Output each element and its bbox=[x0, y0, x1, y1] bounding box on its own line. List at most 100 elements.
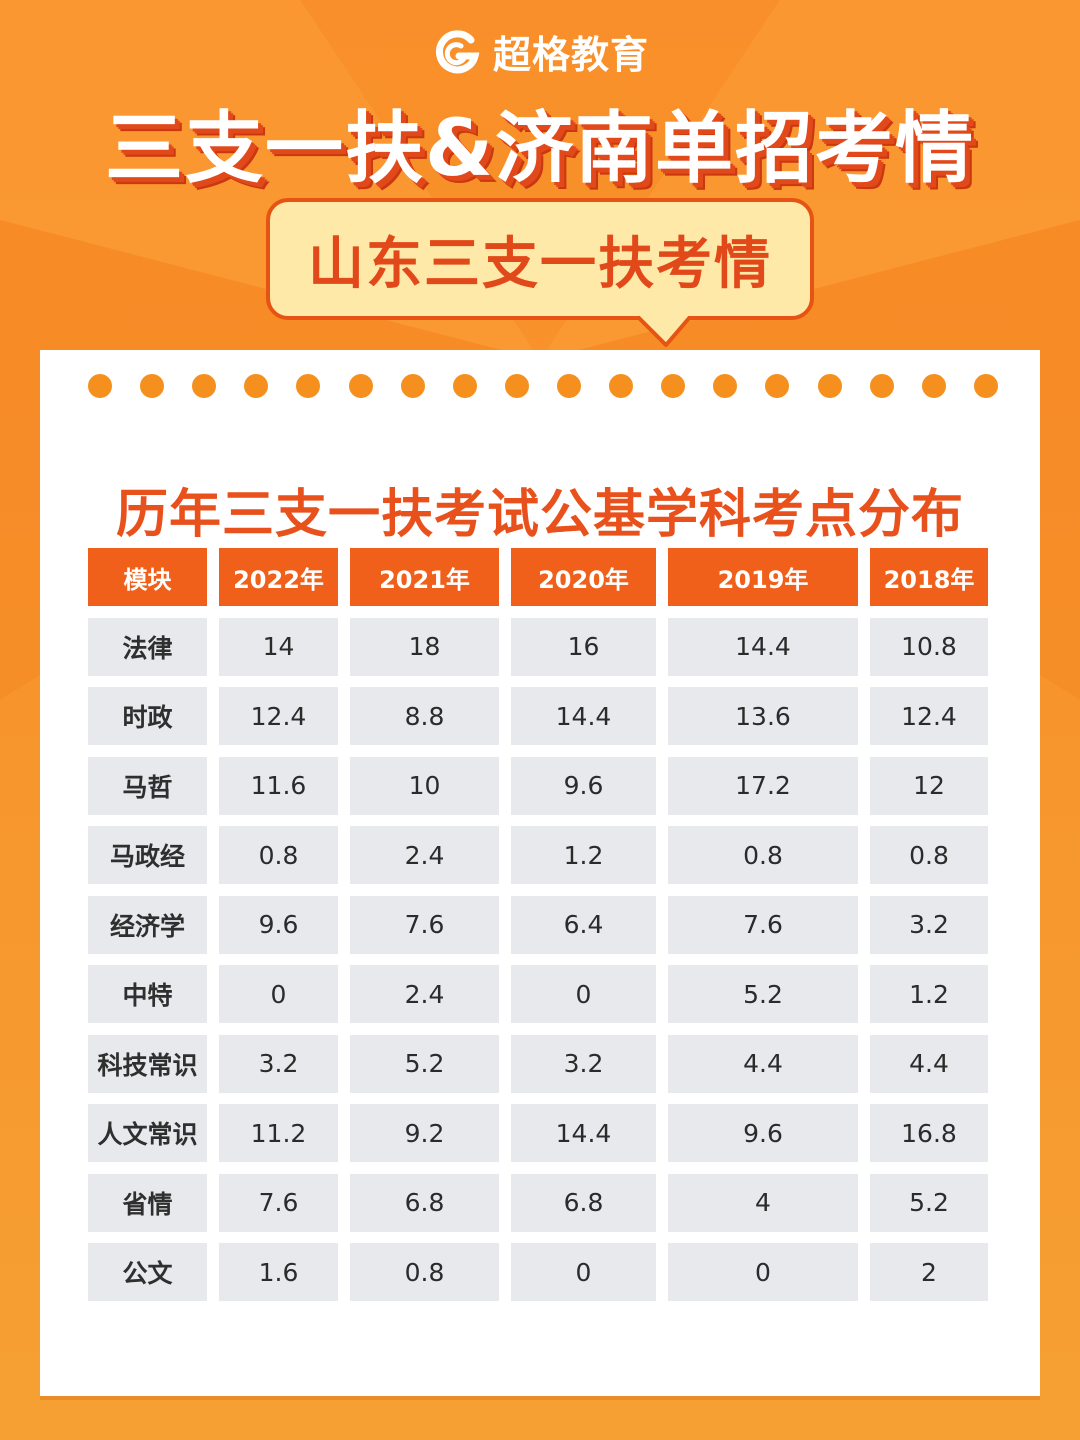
value-cell: 9.6 bbox=[219, 895, 338, 954]
value-cell: 10 bbox=[350, 756, 499, 815]
subtitle-bubble: 山东三支一扶考情 bbox=[266, 198, 814, 320]
table-row: 经济学 9.6 7.6 6.4 7.6 3.2 bbox=[88, 895, 992, 954]
value-cell: 1.2 bbox=[870, 965, 988, 1023]
subtitle-text: 山东三支一扶考情 bbox=[308, 231, 772, 297]
value-cell: 17.2 bbox=[668, 756, 858, 815]
value-cell: 8.8 bbox=[350, 687, 499, 745]
binder-dot bbox=[973, 374, 998, 398]
module-cell: 马政经 bbox=[88, 826, 207, 884]
table-row: 科技常识 3.2 5.2 3.2 4.4 4.4 bbox=[88, 1034, 992, 1093]
value-cell: 6.8 bbox=[350, 1173, 499, 1232]
value-cell: 7.6 bbox=[668, 895, 858, 954]
binder-dot bbox=[869, 374, 894, 398]
value-cell: 0.8 bbox=[668, 826, 858, 884]
binder-dot bbox=[765, 374, 790, 398]
table-row: 时政 12.4 8.8 14.4 13.6 12.4 bbox=[88, 687, 992, 745]
binder-dot bbox=[556, 374, 581, 398]
value-cell: 0 bbox=[668, 1243, 858, 1301]
value-cell: 6.4 bbox=[511, 895, 656, 954]
value-cell: 5.2 bbox=[350, 1034, 499, 1093]
binder-dot bbox=[661, 374, 686, 398]
value-cell: 9.6 bbox=[511, 756, 656, 815]
value-cell: 4 bbox=[668, 1173, 858, 1232]
value-cell: 7.6 bbox=[219, 1173, 338, 1232]
value-cell: 12.4 bbox=[870, 687, 988, 745]
binder-dot bbox=[88, 374, 112, 398]
binder-dot bbox=[296, 374, 321, 398]
module-cell: 科技常识 bbox=[88, 1034, 207, 1093]
module-cell: 公文 bbox=[88, 1243, 207, 1301]
value-cell: 16.8 bbox=[870, 1104, 988, 1162]
section-title: 历年三支一扶考试公基学科考点分布 bbox=[115, 485, 964, 545]
binder-dot bbox=[817, 374, 842, 398]
value-cell: 6.8 bbox=[511, 1173, 656, 1232]
binder-dot bbox=[452, 374, 477, 398]
value-cell: 0 bbox=[511, 965, 656, 1023]
value-cell: 9.6 bbox=[668, 1104, 858, 1162]
table-row: 公文 1.6 0.8 0 0 2 bbox=[88, 1243, 992, 1301]
value-cell: 18 bbox=[350, 617, 499, 676]
module-cell: 法律 bbox=[88, 617, 207, 676]
value-cell: 11.6 bbox=[219, 756, 338, 815]
column-header: 2019年 bbox=[668, 548, 858, 606]
table-row: 马哲 11.6 10 9.6 17.2 12 bbox=[88, 756, 992, 815]
value-cell: 5.2 bbox=[870, 1173, 988, 1232]
module-cell: 中特 bbox=[88, 965, 207, 1023]
value-cell: 5.2 bbox=[668, 965, 858, 1023]
column-header: 2022年 bbox=[219, 548, 338, 606]
binder-dot bbox=[348, 374, 373, 398]
binder-dot bbox=[140, 374, 165, 398]
binder-dot bbox=[244, 374, 269, 398]
table-header-row: 模块 2022年 2021年 2020年 2019年 2018年 bbox=[88, 548, 992, 606]
brand: 超格教育 bbox=[0, 24, 1080, 79]
module-cell: 人文常识 bbox=[88, 1104, 207, 1162]
value-cell: 4.4 bbox=[870, 1034, 988, 1093]
value-cell: 3.2 bbox=[870, 895, 988, 954]
module-cell: 时政 bbox=[88, 687, 207, 745]
table-row: 人文常识 11.2 9.2 14.4 9.6 16.8 bbox=[88, 1104, 992, 1162]
value-cell: 10.8 bbox=[870, 617, 988, 676]
value-cell: 12.4 bbox=[219, 687, 338, 745]
table-row: 马政经 0.8 2.4 1.2 0.8 0.8 bbox=[88, 826, 992, 884]
value-cell: 2.4 bbox=[350, 826, 499, 884]
binder-dots bbox=[88, 374, 998, 400]
score-distribution-table: 模块 2022年 2021年 2020年 2019年 2018年 法律 14 1… bbox=[88, 548, 992, 1313]
column-header: 2020年 bbox=[511, 548, 656, 606]
binder-dot bbox=[400, 374, 425, 398]
value-cell: 16 bbox=[511, 617, 656, 676]
value-cell: 12 bbox=[870, 756, 988, 815]
value-cell: 3.2 bbox=[219, 1034, 338, 1093]
value-cell: 0.8 bbox=[870, 826, 988, 884]
table-row: 法律 14 18 16 14.4 10.8 bbox=[88, 617, 992, 676]
value-cell: 1.6 bbox=[219, 1243, 338, 1301]
column-header: 模块 bbox=[88, 548, 207, 606]
value-cell: 2 bbox=[870, 1243, 988, 1301]
binder-dot bbox=[192, 374, 217, 398]
value-cell: 14.4 bbox=[511, 687, 656, 745]
value-cell: 7.6 bbox=[350, 895, 499, 954]
binder-dot bbox=[504, 374, 529, 398]
value-cell: 4.4 bbox=[668, 1034, 858, 1093]
column-header: 2018年 bbox=[870, 548, 988, 606]
main-title: 三支一扶&济南单招考情 bbox=[104, 104, 976, 194]
column-header: 2021年 bbox=[350, 548, 499, 606]
value-cell: 14 bbox=[219, 617, 338, 676]
brand-name: 超格教育 bbox=[492, 33, 649, 77]
binder-dot bbox=[921, 374, 946, 398]
module-cell: 马哲 bbox=[88, 756, 207, 815]
value-cell: 2.4 bbox=[350, 965, 499, 1023]
binder-dot bbox=[713, 374, 738, 398]
value-cell: 0.8 bbox=[219, 826, 338, 884]
value-cell: 13.6 bbox=[668, 687, 858, 745]
value-cell: 14.4 bbox=[511, 1104, 656, 1162]
module-cell: 省情 bbox=[88, 1173, 207, 1232]
value-cell: 3.2 bbox=[511, 1034, 656, 1093]
module-cell: 经济学 bbox=[88, 895, 207, 954]
value-cell: 1.2 bbox=[511, 826, 656, 884]
binder-dot bbox=[609, 374, 634, 398]
value-cell: 11.2 bbox=[219, 1104, 338, 1162]
table-row: 省情 7.6 6.8 6.8 4 5.2 bbox=[88, 1173, 992, 1232]
value-cell: 0.8 bbox=[350, 1243, 499, 1301]
value-cell: 0 bbox=[511, 1243, 656, 1301]
table-row: 中特 0 2.4 0 5.2 1.2 bbox=[88, 965, 992, 1023]
